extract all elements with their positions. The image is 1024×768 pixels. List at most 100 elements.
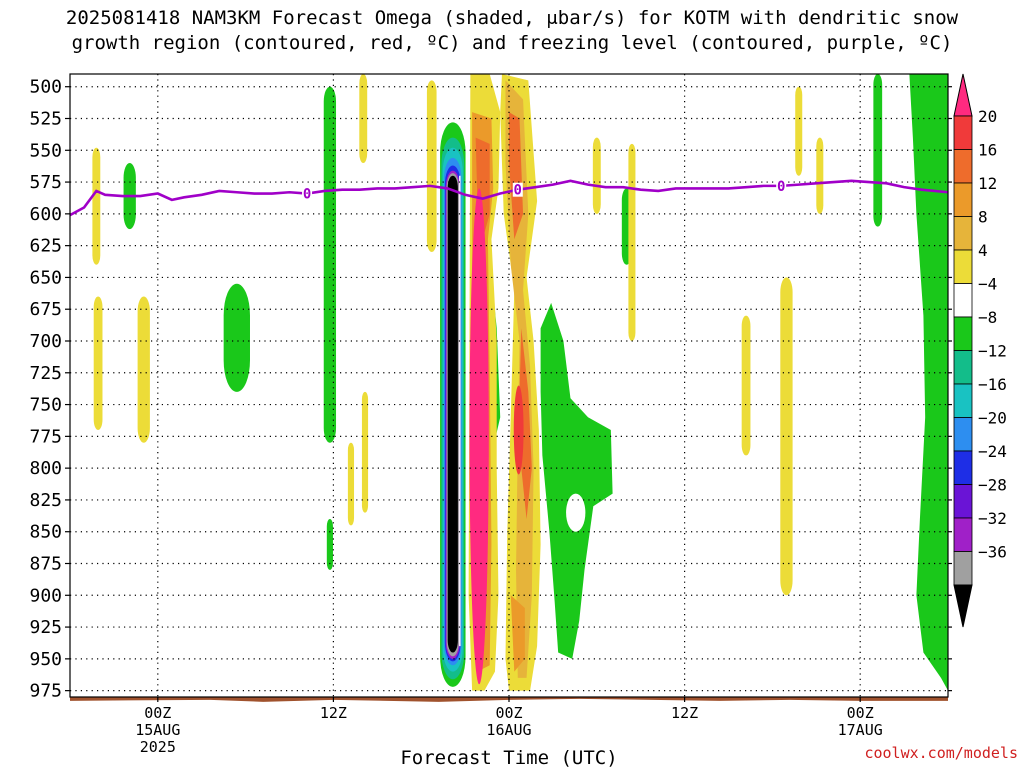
omega-green-patch-b [223, 283, 250, 392]
colorbar-label-6: −8 [978, 308, 997, 327]
freezing-level-label-2: 0 [777, 179, 785, 195]
y-tick-label-750: 750 [29, 395, 62, 416]
omega-yellow-patch-b [93, 296, 103, 430]
colorbar-label-3: 8 [978, 208, 988, 227]
colorbar: 20 16 12 8 4 −4 −8 −12 −16 −20 −24 −28 −32 −36 [953, 73, 1007, 628]
y-axis: 500 525 550 575 600 625 650 675 700 725 750 775 800 8… [29, 77, 952, 702]
omega-yellow-patch-e [359, 74, 368, 163]
omega-yellow-patch-c [137, 296, 150, 443]
colorbar-swatch-13 [953, 517, 973, 552]
colorbar-bottom-arrow [953, 584, 973, 628]
x-tick-label-30-0: 12Z [671, 704, 698, 722]
omega-yellow-patch-f [361, 391, 369, 513]
colorbar-swatch-11 [953, 450, 973, 485]
y-tick-label-525: 525 [29, 109, 62, 130]
freezing-level-label-0: 0 [303, 187, 311, 203]
credit-link[interactable]: coolwx.com/models [864, 744, 1018, 762]
omega-red-mid [513, 385, 524, 475]
colorbar-swatch-9 [953, 383, 973, 418]
colorbar-swatch-6 [953, 283, 973, 318]
omega-yellow-patch-i [628, 143, 636, 341]
colorbar-swatch-8 [953, 350, 973, 385]
y-tick-label-600: 600 [29, 204, 62, 225]
omega-pink-core [469, 188, 489, 685]
y-tick-label-500: 500 [29, 77, 62, 98]
chart-title-line-1: 2025081418 NAM3KM Forecast Omega (shaded… [65, 7, 959, 29]
omega-yellow-patch-d [347, 442, 355, 526]
freezing-level-line [69, 179, 949, 217]
x-tick-label-0-0: 00Z [144, 704, 171, 722]
omega-green-patch-41h [873, 74, 883, 227]
colorbar-label-13: −36 [978, 543, 1007, 562]
x-tick-label-10-0: 12Z [320, 704, 347, 722]
omega-yellow-patch-j [741, 315, 751, 456]
omega-yellow-patch-l [795, 86, 803, 176]
y-tick-label-575: 575 [29, 172, 62, 193]
omega-green-region-east [540, 302, 613, 659]
y-tick-label-825: 825 [29, 490, 62, 511]
colorbar-label-0: 20 [978, 107, 997, 126]
chart-title-line-2: growth region (contoured, red, ºC) and f… [71, 32, 953, 54]
y-tick-label-850: 850 [29, 522, 62, 543]
y-tick-label-725: 725 [29, 363, 62, 384]
y-tick-label-800: 800 [29, 458, 62, 479]
colorbar-label-2: 12 [978, 174, 997, 193]
colorbar-label-10: −24 [978, 442, 1007, 461]
y-tick-label-925: 925 [29, 617, 62, 638]
y-tick-label-650: 650 [29, 267, 62, 288]
omega-green-band-right [909, 74, 948, 691]
colorbar-swatch-14 [953, 551, 973, 586]
freezing-label-bg-2 [776, 178, 787, 193]
colorbar-swatch-5 [953, 249, 973, 284]
y-tick-label-625: 625 [29, 236, 62, 257]
omega-green-region-hole [566, 493, 586, 532]
y-tick-label-875: 875 [29, 554, 62, 575]
x-tick-label-20-1: 16AUG [486, 721, 531, 739]
omega-orange-lower [510, 595, 525, 672]
colorbar-label-11: −28 [978, 476, 1007, 495]
omega-green-patch-c [323, 86, 337, 443]
y-tick-label-700: 700 [29, 331, 62, 352]
y-tick-label-550: 550 [29, 140, 62, 161]
colorbar-swatch-3 [953, 182, 973, 217]
omega-yellow-patch-g [426, 80, 437, 252]
freezing-label-bg-0 [302, 186, 313, 201]
colorbar-swatch-12 [953, 484, 973, 519]
colorbar-label-9: −20 [978, 409, 1007, 428]
y-tick-label-900: 900 [29, 585, 62, 606]
omega-shading [92, 74, 948, 691]
x-tick-label-20-0: 00Z [495, 704, 522, 722]
omega-yellow-patch-k [780, 277, 793, 596]
freezing-level-contour: 0 0 0 [69, 178, 949, 217]
colorbar-swatch-4 [953, 216, 973, 251]
x-tick-label-40-1: 17AUG [838, 721, 883, 739]
omega-yellow-patch-m [816, 137, 824, 214]
grid-lines [70, 74, 948, 697]
omega-updraft-ring-7 [447, 175, 458, 653]
y-tick-label-950: 950 [29, 649, 62, 670]
colorbar-label-8: −16 [978, 375, 1007, 394]
y-tick-label-675: 675 [29, 299, 62, 320]
colorbar-label-7: −12 [978, 342, 1007, 361]
colorbar-swatch-10 [953, 417, 973, 452]
colorbar-swatch-7 [953, 316, 973, 351]
y-tick-label-775: 775 [29, 426, 62, 447]
freezing-level-label-1: 0 [514, 183, 522, 199]
colorbar-label-4: 4 [978, 241, 988, 260]
x-tick-label-0-2: 2025 [140, 738, 176, 756]
colorbar-label-5: −4 [978, 275, 997, 294]
omega-gold-column [505, 80, 534, 678]
omega-orange-upper [509, 112, 524, 240]
colorbar-label-1: 16 [978, 141, 997, 160]
colorbar-swatch-2 [953, 149, 973, 184]
colorbar-top-arrow [953, 73, 973, 117]
x-tick-label-0-1: 15AUG [135, 721, 180, 739]
x-axis-label: Forecast Time (UTC) [400, 747, 617, 768]
freezing-label-bg-1 [512, 182, 523, 197]
omega-yellow-patch-h [592, 137, 601, 214]
y-tick-label-975: 975 [29, 681, 62, 702]
colorbar-swatch-1 [953, 115, 973, 150]
